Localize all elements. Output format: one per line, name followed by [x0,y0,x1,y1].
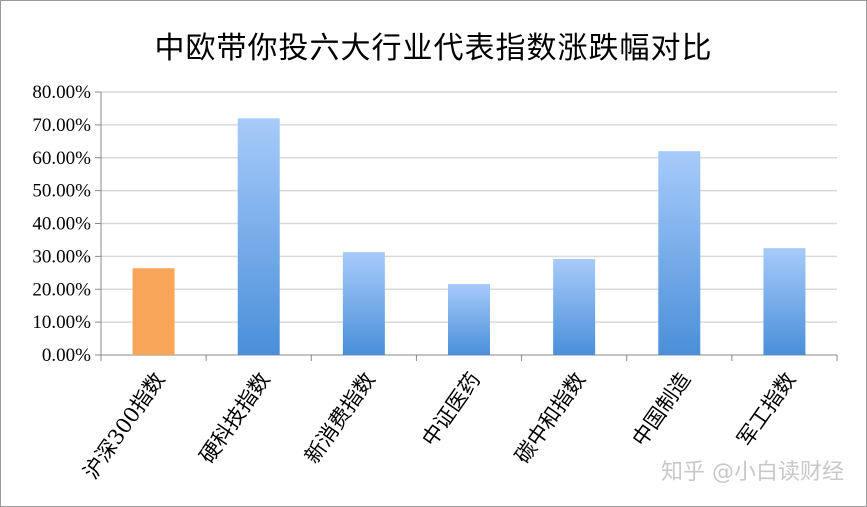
watermark: 知乎 @小白读财经 [661,460,844,485]
x-category-label: 沪深300指数 [79,368,170,483]
y-tick-label: 40.00% [32,214,91,235]
x-category-label: 碳中和指数 [510,368,590,468]
bar-3 [342,252,385,355]
y-tick-label: 20.00% [32,279,91,300]
y-tick-label: 0.00% [42,345,91,366]
bar-1 [132,268,175,355]
y-tick-label: 50.00% [32,181,91,202]
y-tick-label: 70.00% [32,115,91,136]
x-category-label: 新消费指数 [300,368,380,468]
y-tick-label: 30.00% [32,246,91,267]
chart-title: 中欧带你投六大行业代表指数涨跌幅对比 [154,31,713,66]
bar-4 [448,283,490,355]
bar-5 [553,259,596,355]
bar-6 [658,151,701,355]
x-category-label: 军工指数 [733,368,801,451]
bar-7 [763,248,806,355]
bar-2 [237,118,280,355]
x-category-label: 中证医药 [417,368,485,451]
x-category-label: 中国制造 [628,368,696,451]
y-tick-label: 10.00% [32,312,91,333]
y-tick-label: 80.00% [32,82,91,103]
x-category-label: 硬科技指数 [195,368,275,468]
y-tick-label: 60.00% [32,148,91,169]
